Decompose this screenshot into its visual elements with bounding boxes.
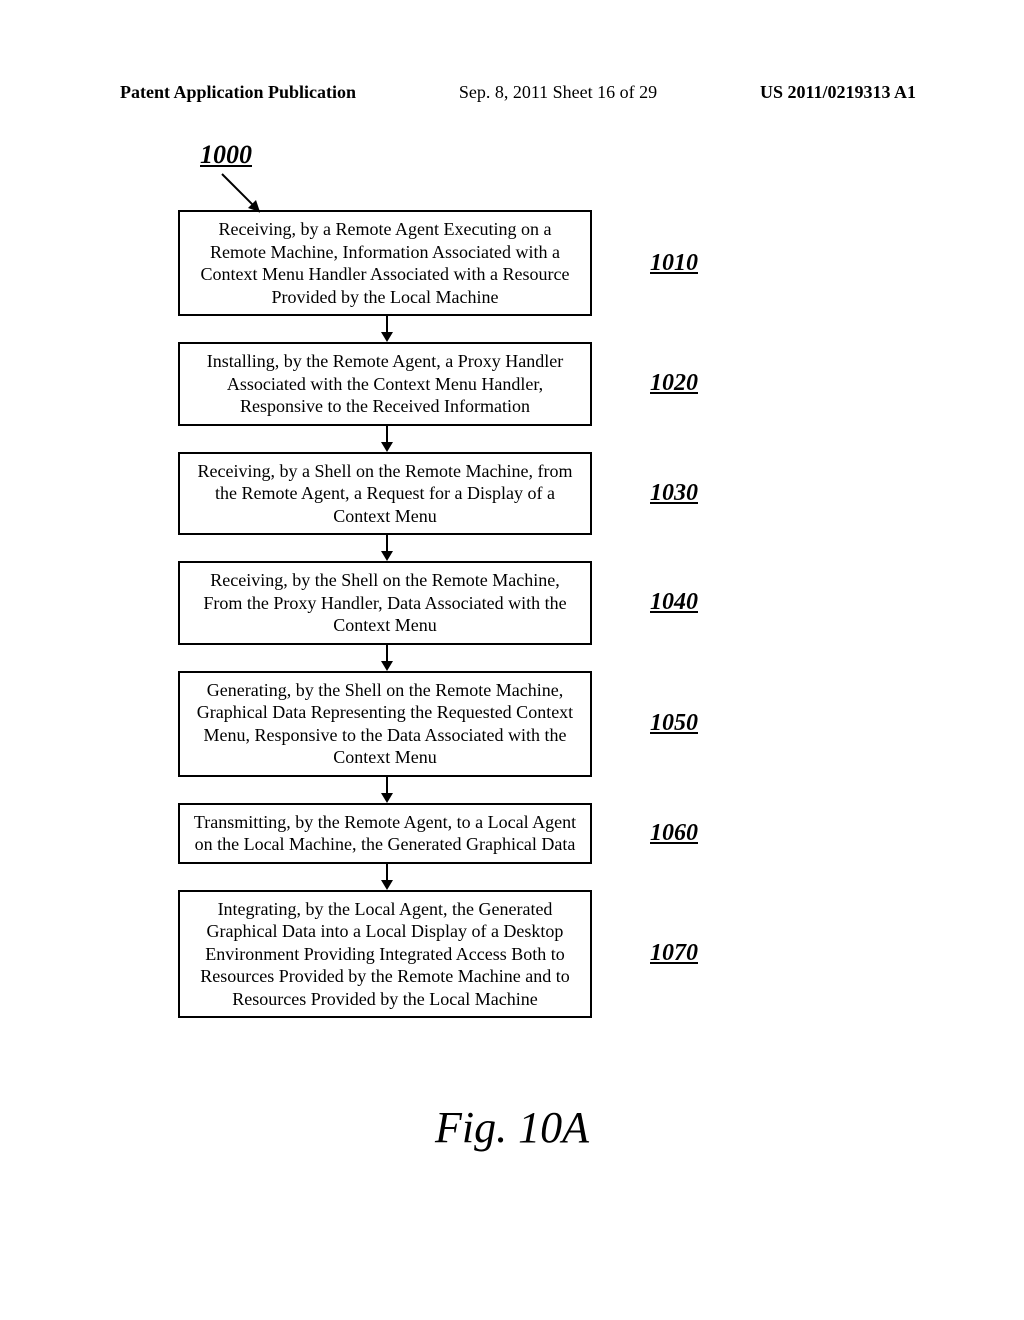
header-left: Patent Application Publication bbox=[120, 82, 356, 103]
arrow-down-icon bbox=[379, 777, 395, 803]
flow-step-box: Receiving, by a Remote Agent Executing o… bbox=[178, 210, 592, 316]
flow-step: Receiving, by a Remote Agent Executing o… bbox=[178, 210, 698, 316]
header-center: Sep. 8, 2011 Sheet 16 of 29 bbox=[459, 82, 657, 103]
flow-step: Receiving, by the Shell on the Remote Ma… bbox=[178, 561, 698, 645]
arrow-down-icon bbox=[379, 645, 395, 671]
flow-step-label: 1020 bbox=[650, 370, 698, 397]
flow-step: Integrating, by the Local Agent, the Gen… bbox=[178, 890, 698, 1019]
arrow-down-icon bbox=[379, 864, 395, 890]
page-header: Patent Application Publication Sep. 8, 2… bbox=[0, 82, 1024, 103]
flow-connector bbox=[178, 316, 596, 342]
flow-step-label: 1060 bbox=[650, 820, 698, 847]
figure-caption: Fig. 10A bbox=[0, 1102, 1024, 1153]
flow-step-label: 1030 bbox=[650, 480, 698, 507]
flow-connector bbox=[178, 426, 596, 452]
header-right: US 2011/0219313 A1 bbox=[760, 82, 916, 103]
flow-step: Transmitting, by the Remote Agent, to a … bbox=[178, 803, 698, 864]
arrow-down-icon bbox=[379, 535, 395, 561]
flow-connector bbox=[178, 864, 596, 890]
flow-step-label: 1040 bbox=[650, 589, 698, 616]
flow-step: Receiving, by a Shell on the Remote Mach… bbox=[178, 452, 698, 536]
flow-step: Generating, by the Shell on the Remote M… bbox=[178, 671, 698, 777]
flow-step-box: Transmitting, by the Remote Agent, to a … bbox=[178, 803, 592, 864]
flow-step-label: 1010 bbox=[650, 250, 698, 277]
flow-step: Installing, by the Remote Agent, a Proxy… bbox=[178, 342, 698, 426]
arrow-down-icon bbox=[379, 316, 395, 342]
flowchart: Receiving, by a Remote Agent Executing o… bbox=[178, 210, 698, 1018]
flow-step-label: 1070 bbox=[650, 940, 698, 967]
flow-connector bbox=[178, 645, 596, 671]
flow-step-box: Installing, by the Remote Agent, a Proxy… bbox=[178, 342, 592, 426]
flowchart-reference-number: 1000 bbox=[200, 140, 252, 170]
arrow-down-icon bbox=[379, 426, 395, 452]
flow-connector bbox=[178, 535, 596, 561]
flow-step-box: Receiving, by a Shell on the Remote Mach… bbox=[178, 452, 592, 536]
flow-step-box: Integrating, by the Local Agent, the Gen… bbox=[178, 890, 592, 1019]
flow-step-box: Receiving, by the Shell on the Remote Ma… bbox=[178, 561, 592, 645]
flow-connector bbox=[178, 777, 596, 803]
flow-step-label: 1050 bbox=[650, 710, 698, 737]
flow-step-box: Generating, by the Shell on the Remote M… bbox=[178, 671, 592, 777]
